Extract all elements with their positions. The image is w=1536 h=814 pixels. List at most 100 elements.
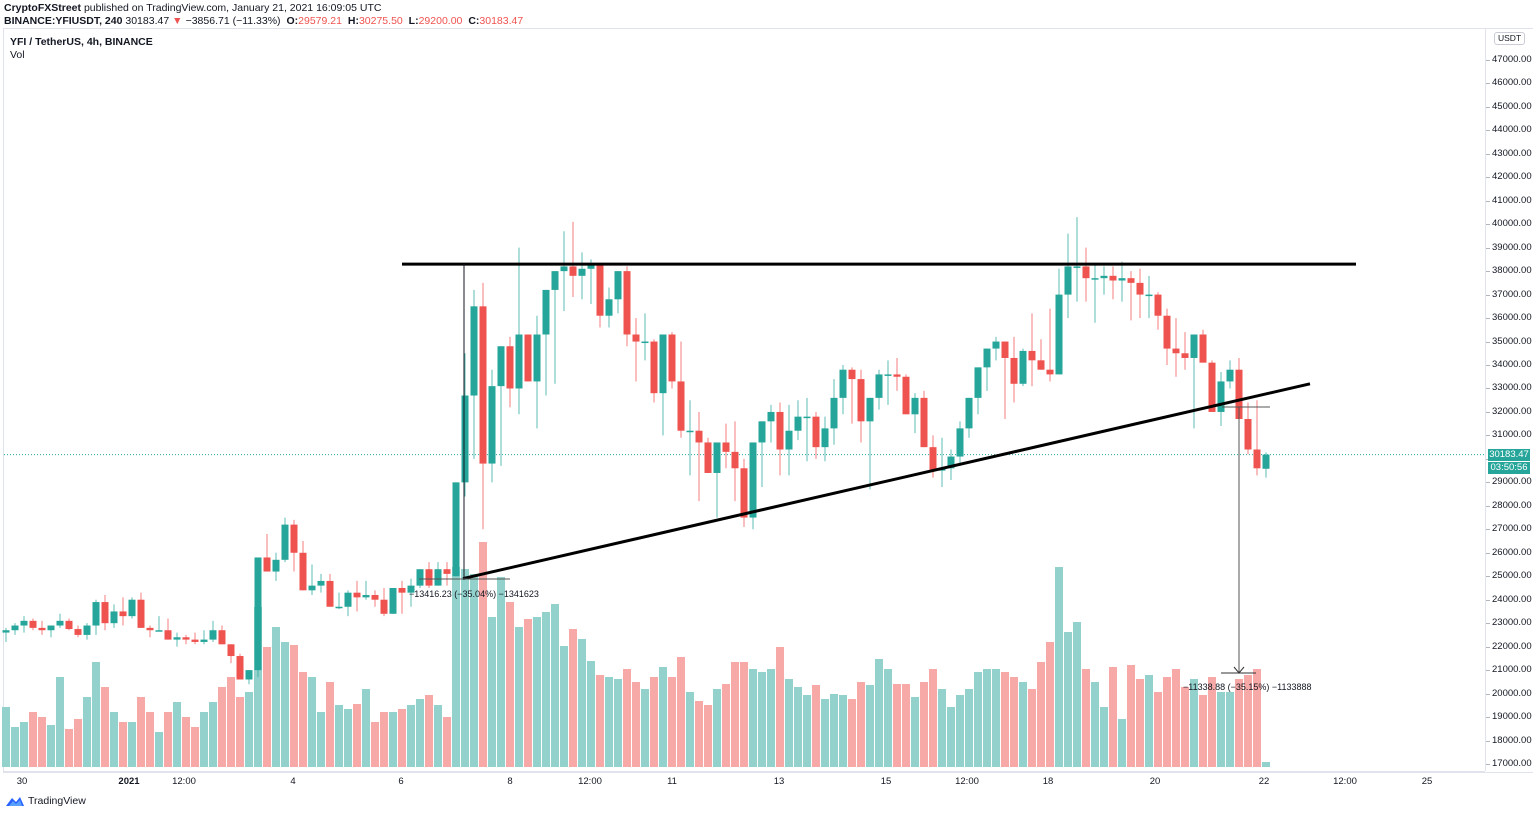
low-value: 29200.00 — [418, 15, 463, 27]
volume-bar — [236, 697, 244, 767]
candle-up — [1217, 381, 1225, 412]
candle-up — [605, 299, 613, 316]
volume-bar — [29, 712, 37, 767]
volume-bar — [326, 682, 334, 767]
candle-down — [650, 341, 658, 394]
candle-down — [1082, 266, 1090, 279]
price-label: 24000.00 — [1492, 593, 1532, 605]
price-label: 45000.00 — [1492, 100, 1532, 112]
candle-up — [992, 341, 1000, 349]
price-tick — [1486, 388, 1490, 390]
time-label: 4 — [290, 776, 296, 787]
price-tick — [1486, 693, 1490, 695]
volume-bar — [749, 669, 757, 767]
publisher-name[interactable]: CryptoFXStreet — [4, 2, 82, 14]
volume-bar — [335, 705, 343, 767]
volume-bar — [677, 657, 685, 767]
candle-up — [875, 374, 883, 398]
price-axis[interactable] — [1485, 28, 1536, 771]
volume-bar — [1235, 679, 1243, 767]
price-label: 41000.00 — [1492, 194, 1532, 206]
publish-header: CryptoFXStreet published on TradingView.… — [4, 2, 526, 28]
candle-down — [740, 468, 748, 518]
price-tick — [1486, 83, 1490, 85]
volume-bar — [200, 712, 208, 767]
price-tick — [1486, 247, 1490, 249]
candle-up — [659, 334, 667, 394]
volume-bar — [191, 727, 199, 767]
price-label: 26000.00 — [1492, 546, 1532, 558]
candle-down — [1172, 348, 1180, 354]
volume-bar — [1010, 677, 1018, 767]
volume-bar — [560, 646, 568, 767]
volume-bar — [434, 705, 442, 767]
candle-up — [947, 456, 955, 469]
volume-bar — [713, 689, 721, 767]
volume-bar — [119, 722, 127, 767]
candle-up — [110, 611, 118, 624]
volume-bar — [524, 619, 532, 767]
volume-bar — [344, 709, 352, 767]
volume-bar — [641, 689, 649, 767]
volume-bar — [290, 645, 298, 767]
volume-bar — [992, 669, 1000, 767]
candle-up — [713, 442, 721, 473]
volume-bar — [1091, 682, 1099, 767]
price-tick — [1486, 623, 1490, 625]
candle-down — [668, 334, 676, 382]
volume-bar — [56, 677, 64, 767]
legend-volume[interactable]: Vol — [10, 49, 25, 61]
candle-up — [488, 386, 496, 464]
ascending-trendline — [462, 382, 1311, 581]
volume-bar — [488, 617, 496, 767]
price-label: 42000.00 — [1492, 171, 1532, 183]
volume-bar — [722, 684, 730, 767]
tradingview-logo[interactable]: TradingView — [5, 795, 86, 807]
candle-up — [821, 428, 829, 448]
volume-bar — [794, 687, 802, 767]
candle-up — [335, 606, 343, 609]
time-label: 2021 — [118, 776, 140, 787]
volume-bar — [767, 669, 775, 767]
candle-up — [470, 306, 478, 396]
candle-up — [974, 367, 982, 398]
candle-up — [1118, 278, 1126, 281]
candle-up — [686, 430, 694, 433]
candle-down — [74, 629, 82, 635]
volume-bar — [74, 719, 82, 767]
price-label: 43000.00 — [1492, 147, 1532, 159]
volume-bar — [11, 727, 19, 767]
volume-bar — [317, 712, 325, 767]
candle-up — [767, 411, 775, 422]
currency-badge[interactable]: USDT — [1494, 32, 1526, 45]
candle-down — [506, 346, 514, 389]
candle-up — [1145, 294, 1153, 297]
volume-bar — [686, 692, 694, 767]
volume-bar — [812, 685, 820, 767]
candle-up — [758, 421, 766, 443]
volume-bar — [353, 704, 361, 767]
time-axis[interactable] — [3, 771, 1485, 792]
price-tick — [1486, 646, 1490, 648]
candle-up — [200, 639, 208, 642]
candle-down — [326, 580, 334, 607]
candle-down — [380, 599, 388, 614]
candle-up — [254, 557, 262, 671]
volume-bar — [371, 722, 379, 767]
price-label: 21000.00 — [1492, 664, 1532, 676]
price-label: 28000.00 — [1492, 499, 1532, 511]
candle-down — [353, 592, 361, 598]
volume-bar — [380, 712, 388, 767]
candle-down — [848, 369, 856, 380]
price-chart[interactable] — [0, 0, 1485, 771]
price-tick — [1486, 130, 1490, 132]
price-label: 31000.00 — [1492, 429, 1532, 441]
price-label: 27000.00 — [1492, 523, 1532, 535]
candle-down — [920, 397, 928, 448]
volume-bar — [866, 685, 874, 767]
volume-bar — [1118, 719, 1126, 767]
legend-title[interactable]: YFI / TetherUS, 4h, BINANCE — [10, 36, 153, 48]
volume-bar — [1001, 672, 1009, 767]
candle-down — [1199, 334, 1207, 363]
time-label: 15 — [880, 776, 892, 787]
